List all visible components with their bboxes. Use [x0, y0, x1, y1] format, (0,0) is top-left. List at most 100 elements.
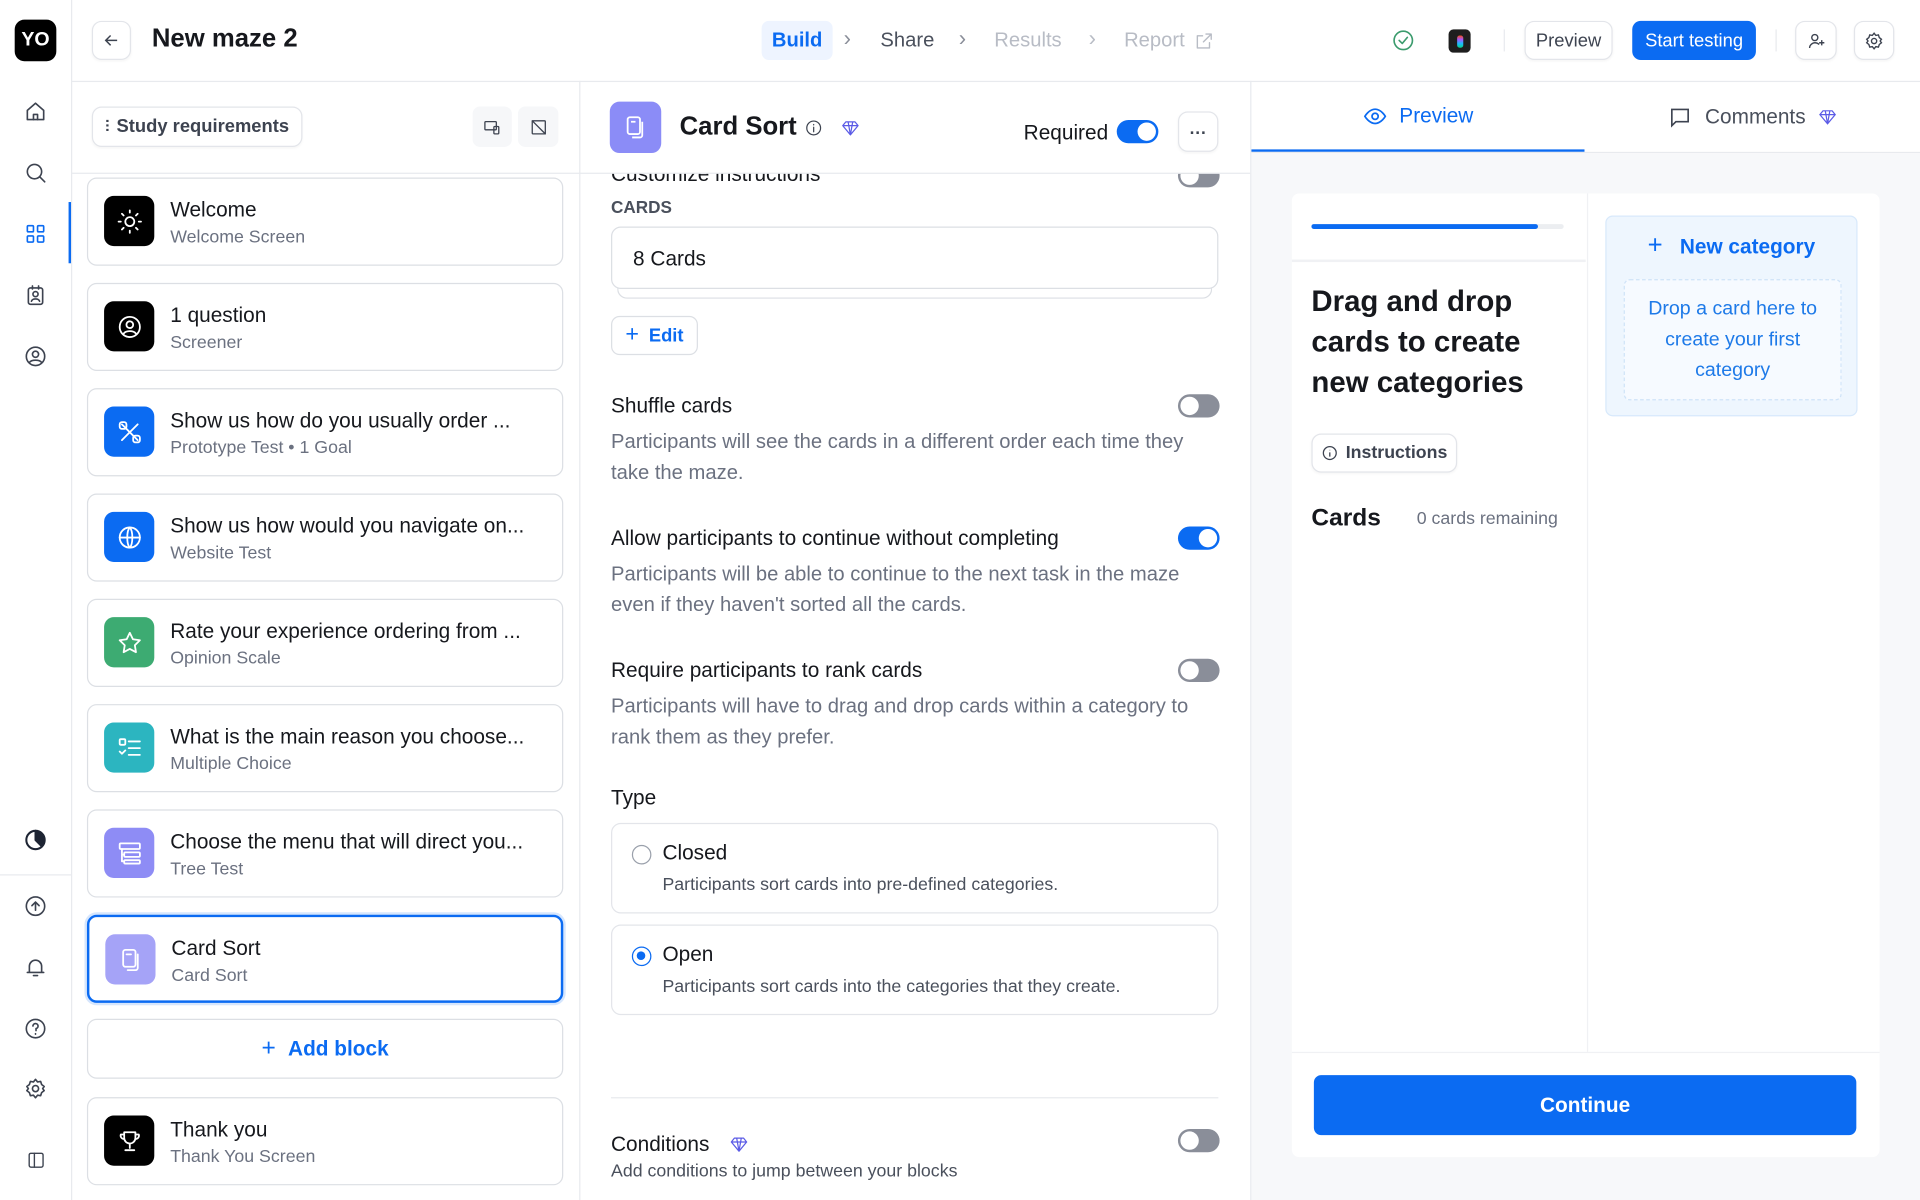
cards-remaining: 0 cards remaining [1416, 509, 1558, 529]
step-report: Report [1124, 29, 1185, 52]
check-circle-icon[interactable] [1391, 28, 1415, 52]
logo[interactable]: YO [14, 19, 57, 62]
drop-zone[interactable]: Drop a card here to create your first ca… [1623, 279, 1842, 401]
radio[interactable] [631, 844, 652, 865]
settings-scroll[interactable]: Customize instructions [580, 173, 1249, 1200]
block-item[interactable]: Card Sort Card Sort [86, 914, 564, 1003]
chevron-right-icon: › [843, 25, 852, 51]
option-desc: Participants will be able to continue to… [611, 563, 1180, 616]
tab-comments[interactable]: Comments [1584, 82, 1920, 152]
no-image-icon[interactable] [517, 106, 559, 147]
contacts-icon[interactable] [17, 277, 54, 314]
cards-title: Cards [1311, 504, 1381, 532]
add-block-button[interactable]: + Add block [86, 1018, 564, 1079]
block-item[interactable]: 1 question Screener [86, 282, 564, 372]
option-title: Shuffle cards [611, 394, 733, 418]
premium-diamond-icon [840, 118, 860, 138]
customize-instructions-toggle[interactable] [1177, 173, 1220, 188]
block-subtitle: Welcome Screen [170, 227, 306, 248]
step-build[interactable]: Build [761, 20, 833, 61]
conditions-desc: Add conditions to jump between your bloc… [611, 1162, 958, 1182]
gear-icon[interactable] [17, 1070, 54, 1107]
study-requirements-button[interactable]: ⫶ Study requirements [91, 106, 303, 147]
new-category-button[interactable]: + New category [1647, 231, 1816, 260]
study-requirements-label: Study requirements [116, 116, 290, 138]
rank-cards-toggle[interactable] [1177, 658, 1220, 683]
block-item[interactable]: Rate your experience ordering from ... Op… [86, 598, 564, 687]
figma-icon[interactable] [1448, 29, 1471, 53]
type-open-option[interactable]: Open Participants sort cards into the cat… [611, 924, 1219, 1016]
add-user-button[interactable] [1795, 20, 1837, 61]
block-subtitle: Multiple Choice [170, 754, 292, 774]
start-testing-button[interactable]: Start testing [1632, 20, 1756, 61]
plus-icon: + [625, 322, 640, 348]
device-icon[interactable] [472, 106, 512, 147]
external-link-icon [1193, 29, 1215, 51]
info-icon[interactable] [803, 118, 823, 138]
conditions-toggle[interactable] [1177, 1128, 1220, 1153]
block-subtitle: Thank You Screen [170, 1147, 316, 1167]
settings-button[interactable] [1853, 20, 1895, 61]
block-title: 1 question [170, 303, 267, 327]
option-desc: Participants sort cards into the categor… [662, 977, 1121, 997]
type-label: Type [611, 786, 657, 810]
block-item[interactable]: Choose the menu that will direct you... T… [86, 809, 564, 898]
option-title: Open [662, 942, 714, 967]
option-desc: Participants will see the cards in a dif… [611, 431, 1184, 484]
cards-field[interactable]: 8 Cards [611, 226, 1219, 289]
option-title: Require participants to rank cards [611, 658, 923, 683]
radio-selected[interactable] [631, 946, 652, 967]
more-options-button[interactable]: ··· [1177, 111, 1219, 152]
conditions-label: Conditions [611, 1132, 710, 1156]
type-closed-option[interactable]: Closed Participants sort cards into pre-d… [611, 822, 1219, 914]
block-title: What is the main reason you choose... [170, 724, 525, 749]
trophy-icon [104, 1115, 155, 1166]
block-item[interactable]: Welcome Welcome Screen [86, 177, 564, 266]
block-item[interactable]: Show us how would you navigate on... Webs… [86, 493, 564, 582]
shuffle-cards-toggle[interactable] [1177, 394, 1220, 418]
add-block-label: Add block [288, 1036, 389, 1060]
tab-preview[interactable]: Preview [1251, 82, 1585, 152]
bell-icon[interactable] [17, 949, 54, 986]
step-share[interactable]: Share [880, 29, 935, 52]
edit-cards-button[interactable]: + Edit [611, 315, 698, 356]
progress-fill [1311, 224, 1539, 229]
panel-icon[interactable] [17, 1141, 54, 1178]
help-icon[interactable] [17, 1010, 54, 1047]
edit-label: Edit [648, 325, 684, 346]
block-item[interactable]: Show us how do you usually order ... Prot… [86, 388, 564, 477]
grid-icon[interactable] [17, 216, 54, 253]
block-subtitle: Website Test [170, 543, 272, 564]
tab-label: Preview [1399, 103, 1474, 127]
active-indicator [68, 202, 72, 264]
continue-button[interactable]: Continue [1313, 1075, 1857, 1136]
eye-icon [1363, 107, 1387, 124]
comment-icon [1671, 107, 1690, 128]
plus-icon: + [261, 1034, 276, 1062]
block-item[interactable]: What is the main reason you choose... Mul… [86, 704, 564, 793]
block-subtitle: Tree Test [170, 859, 244, 880]
option-desc: Participants will have to drag and drop … [611, 695, 1189, 749]
prototype-icon [104, 406, 155, 457]
option-title: Allow participants to continue without c… [611, 526, 1059, 550]
back-button[interactable] [91, 20, 132, 61]
preview-button[interactable]: Preview [1524, 20, 1613, 61]
allow-continue-toggle[interactable] [1177, 526, 1220, 550]
search-icon[interactable] [17, 154, 54, 191]
chevron-right-icon: › [1088, 25, 1096, 51]
user-dollar-icon[interactable] [17, 338, 54, 375]
card-sort-icon [609, 101, 662, 154]
required-toggle[interactable] [1116, 120, 1159, 144]
block-title: Thank you [170, 1117, 268, 1142]
block-thank-you[interactable]: Thank you Thank You Screen [86, 1097, 564, 1186]
instructions-button[interactable]: Instructions [1311, 433, 1458, 473]
premium-diamond-icon [1818, 110, 1836, 125]
block-subtitle: Opinion Scale [170, 648, 281, 669]
sun-icon [104, 195, 155, 247]
home-icon[interactable] [17, 93, 54, 130]
upload-icon[interactable] [17, 888, 54, 925]
new-category-zone[interactable]: + New category Drop a card here to create… [1605, 215, 1858, 417]
block-title: Rate your experience ordering from ... [170, 619, 521, 643]
progress-track [1311, 224, 1564, 229]
pie-icon[interactable] [17, 822, 54, 859]
